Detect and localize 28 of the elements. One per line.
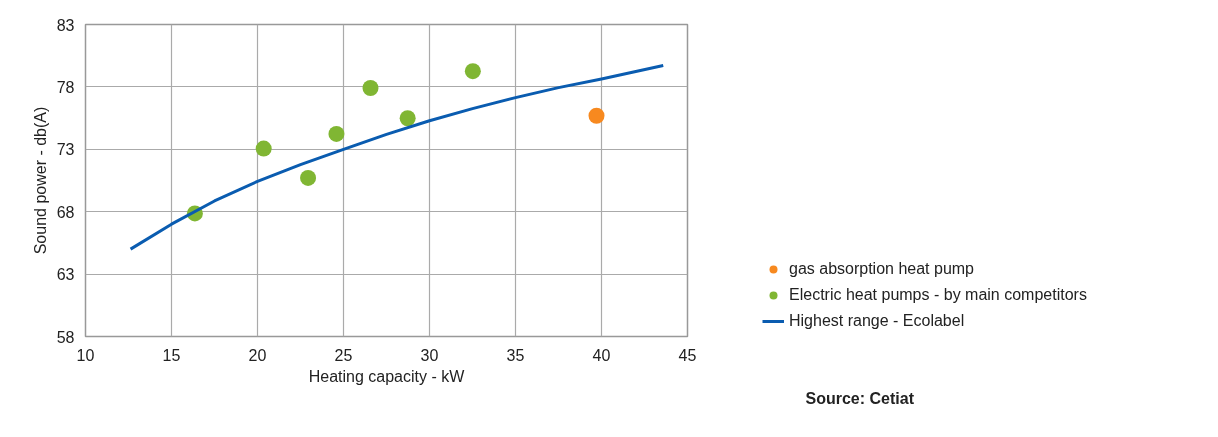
- point: [399, 110, 416, 127]
- y-tick-label: 78: [56, 78, 75, 96]
- x-tick-label: 25: [334, 346, 353, 364]
- x-tick-label: 10: [76, 346, 95, 364]
- x-tick-label: 40: [592, 346, 611, 364]
- y-tick-label: 83: [56, 16, 75, 34]
- x-tick-label: 15: [162, 346, 181, 364]
- point: [362, 80, 379, 97]
- y-tick-label: 68: [56, 203, 75, 221]
- point: [464, 63, 481, 80]
- point: [300, 169, 317, 186]
- y-tick-label: 58: [56, 328, 75, 346]
- line-series: [129, 64, 665, 251]
- y-axis-title: Sound power - db(A): [31, 106, 49, 255]
- legend-label: gas absorption heat pump: [789, 260, 975, 278]
- x-axis-title: Heating capacity - kW: [308, 367, 466, 385]
- x-tick-label: 30: [420, 346, 439, 364]
- point: [328, 125, 345, 142]
- x-tick-label: 35: [506, 346, 525, 364]
- source-note: Source: Cetiat: [805, 389, 915, 407]
- x-tick-label: 45: [678, 346, 697, 364]
- legend-label: Highest range - Ecolabel: [789, 312, 965, 330]
- y-tick-label: 73: [56, 141, 75, 159]
- y-tick-label: 63: [56, 266, 75, 284]
- legend-label: Electric heat pumps - by main competitors: [789, 286, 1087, 304]
- point: [255, 140, 272, 157]
- x-tick-label: 20: [248, 346, 267, 364]
- point: [588, 107, 605, 124]
